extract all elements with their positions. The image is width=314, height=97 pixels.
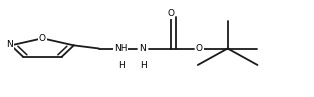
Text: O: O bbox=[39, 34, 46, 43]
Text: N: N bbox=[139, 44, 146, 53]
Text: H: H bbox=[118, 61, 125, 70]
Text: O: O bbox=[196, 44, 203, 53]
Text: NH: NH bbox=[114, 44, 127, 53]
Text: H: H bbox=[140, 61, 147, 70]
Text: N: N bbox=[6, 40, 13, 49]
Text: O: O bbox=[168, 9, 175, 18]
